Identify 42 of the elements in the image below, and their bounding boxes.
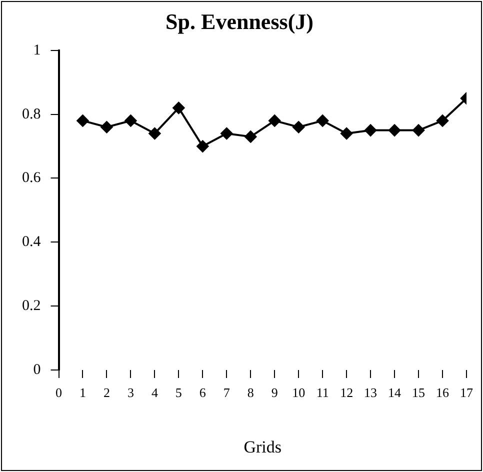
point xyxy=(76,114,89,127)
x-axis-title: Grids xyxy=(244,437,282,456)
y-tick-label: 0.6 xyxy=(22,170,42,186)
x-tick-label: 4 xyxy=(151,385,158,400)
x-tick-label: 12 xyxy=(340,385,354,400)
x-tick-label: 9 xyxy=(271,385,278,400)
point xyxy=(388,124,401,136)
x-tick-label: 15 xyxy=(412,385,426,400)
point xyxy=(148,127,161,140)
x-tick-label: 2 xyxy=(103,385,110,400)
x-tick-label: 17 xyxy=(460,385,474,400)
x-tick-label: 16 xyxy=(436,385,450,400)
point xyxy=(220,127,233,140)
x-tick-label: 3 xyxy=(127,385,134,400)
point xyxy=(196,140,209,152)
y-tick-label: 1 xyxy=(33,42,41,58)
x-tick-label: 1 xyxy=(79,385,86,400)
x-tick-label: 5 xyxy=(175,385,182,400)
point xyxy=(244,130,257,143)
point xyxy=(100,121,113,134)
y-tick-label: 0 xyxy=(33,362,41,378)
x-tick-label: 14 xyxy=(388,385,402,400)
y-tick-label: 0.8 xyxy=(22,106,41,122)
point xyxy=(340,127,353,140)
x-tick-label: 13 xyxy=(364,385,378,400)
point xyxy=(436,114,449,127)
x-tick-label: 10 xyxy=(292,385,306,400)
point xyxy=(172,102,185,114)
y-tick-label: 0.2 xyxy=(22,298,41,314)
x-tick-label: 0 xyxy=(56,385,62,400)
x-tick-label: 8 xyxy=(247,385,254,400)
x-tick-label: 11 xyxy=(316,385,329,400)
point xyxy=(268,114,281,127)
point xyxy=(292,121,305,134)
x-tick-label: 7 xyxy=(223,385,230,400)
point xyxy=(364,124,377,136)
x-tick-label: 6 xyxy=(199,385,206,400)
chart-title: Sp. Evenness(J) xyxy=(166,8,314,34)
point xyxy=(412,124,425,136)
point xyxy=(124,114,137,127)
point xyxy=(316,114,329,127)
y-tick-label: 0.4 xyxy=(22,234,42,250)
